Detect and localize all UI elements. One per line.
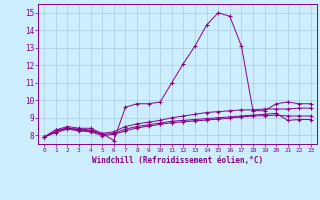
X-axis label: Windchill (Refroidissement éolien,°C): Windchill (Refroidissement éolien,°C) (92, 156, 263, 165)
